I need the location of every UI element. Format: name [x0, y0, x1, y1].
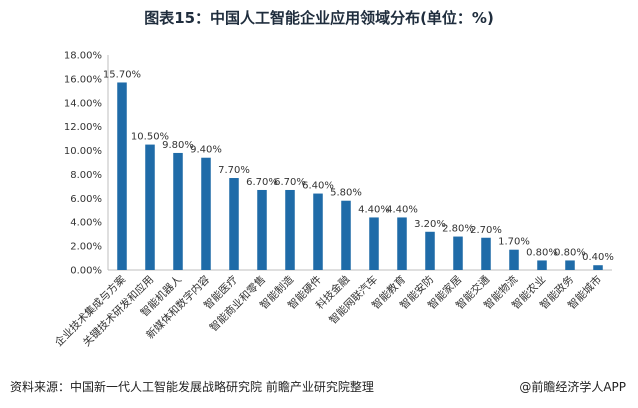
y-tick-label: 16.00%: [64, 74, 102, 85]
bar: [341, 200, 351, 270]
data-label: 9.80%: [162, 140, 194, 151]
brand-credit: @前瞻经济学人APP: [519, 380, 626, 394]
data-label: 15.70%: [103, 69, 141, 80]
bar: [285, 189, 295, 270]
y-tick-label: 0.00%: [70, 266, 102, 277]
y-tick-label: 2.00%: [70, 242, 102, 253]
data-label: 0.80%: [526, 247, 558, 258]
data-label: 6.40%: [302, 181, 334, 192]
data-label: 6.70%: [246, 177, 278, 188]
bar: [397, 217, 407, 270]
bar: [201, 157, 211, 270]
bar: [425, 231, 435, 270]
y-tick-label: 4.00%: [70, 218, 102, 229]
x-tick-labels: 企业技术集成与方案关键技术研发和应用智能机器人新媒体和数字内容智能医疗智能商业和…: [52, 273, 604, 349]
data-label: 3.20%: [414, 219, 446, 230]
bars: [117, 82, 603, 270]
data-label: 10.50%: [131, 132, 169, 143]
y-tick-label: 12.00%: [64, 122, 102, 133]
bar: [537, 260, 547, 270]
data-label: 7.70%: [218, 165, 250, 176]
y-tick-label: 8.00%: [70, 170, 102, 181]
bar: [117, 82, 127, 270]
bar: [565, 260, 575, 270]
bar: [481, 237, 491, 270]
chart-title: 图表15：中国人工智能企业应用领域分布(单位：%): [144, 9, 494, 27]
bar: [453, 236, 463, 270]
bar: [257, 189, 267, 270]
data-label: 4.40%: [386, 204, 418, 215]
y-tick-label: 18.00%: [64, 51, 102, 62]
bar: [229, 178, 239, 270]
data-labels: 15.70%10.50%9.80%9.40%7.70%6.70%6.70%6.4…: [103, 69, 614, 263]
y-tick-label: 10.00%: [64, 146, 102, 157]
data-label: 4.40%: [358, 204, 390, 215]
bar: [173, 152, 183, 270]
data-label: 2.70%: [470, 225, 502, 236]
bar: [145, 144, 155, 270]
data-label: 1.70%: [498, 237, 530, 248]
data-label: 5.80%: [330, 188, 362, 199]
bar: [509, 249, 519, 270]
bar: [313, 193, 323, 270]
y-tick-label: 14.00%: [64, 98, 102, 109]
data-label: 0.80%: [554, 247, 586, 258]
bar: [593, 265, 603, 270]
data-label: 0.40%: [582, 252, 614, 263]
bar: [369, 217, 379, 270]
data-label: 2.80%: [442, 224, 474, 235]
y-tick-label: 6.00%: [70, 194, 102, 205]
y-tick-labels: 0.00% 2.00% 4.00% 6.00% 8.00% 10.00% 12.00% 14.…: [64, 51, 102, 277]
data-label: 6.70%: [274, 177, 306, 188]
source-note: 资料来源：中国新一代人工智能发展战略研究院 前瞻产业研究院整理: [10, 380, 374, 394]
data-label: 9.40%: [190, 145, 222, 156]
